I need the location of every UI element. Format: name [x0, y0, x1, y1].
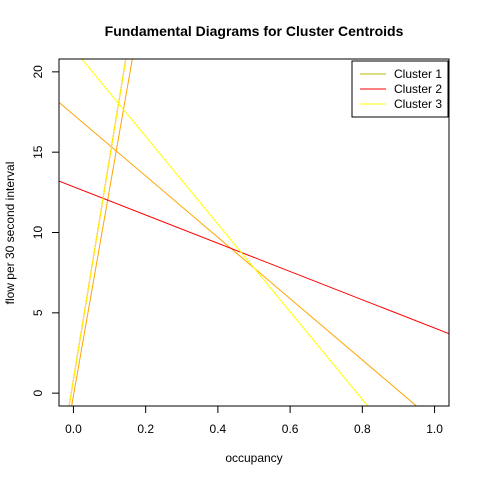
y-tick-label: 10 [31, 226, 45, 240]
plot-frame [58, 58, 450, 407]
x-tick-label: 1.0 [426, 422, 443, 436]
legend-label: Cluster 1 [394, 67, 442, 81]
legend-label: Cluster 2 [394, 82, 442, 96]
series-line-3-1 [68, 59, 127, 406]
x-tick-label: 0.0 [65, 422, 82, 436]
y-tick-label: 15 [31, 145, 45, 159]
series-line-2-2 [59, 180, 449, 335]
series-lines [59, 59, 449, 406]
x-axis-label: occupancy [225, 451, 282, 465]
axes: 0.0 0.2 0.4 0.6 0.8 1.0 0 5 10 15 20 [31, 65, 443, 436]
series-line-1-2 [59, 101, 417, 406]
series-line-1-1 [71, 59, 133, 406]
y-tick-label: 0 [31, 389, 45, 396]
y-axis-label: flow per 30 second interval [3, 162, 17, 305]
x-tick-label: 0.8 [354, 422, 371, 436]
legend-label: Cluster 3 [394, 97, 442, 111]
y-tick-label: 5 [31, 309, 45, 316]
chart-title: Fundamental Diagrams for Cluster Centroi… [105, 23, 404, 39]
y-tick-label: 20 [31, 65, 45, 79]
x-tick-label: 0.4 [210, 422, 227, 436]
x-tick-label: 0.2 [137, 422, 154, 436]
x-tick-label: 0.6 [282, 422, 299, 436]
series-line-3-2 [81, 59, 369, 406]
